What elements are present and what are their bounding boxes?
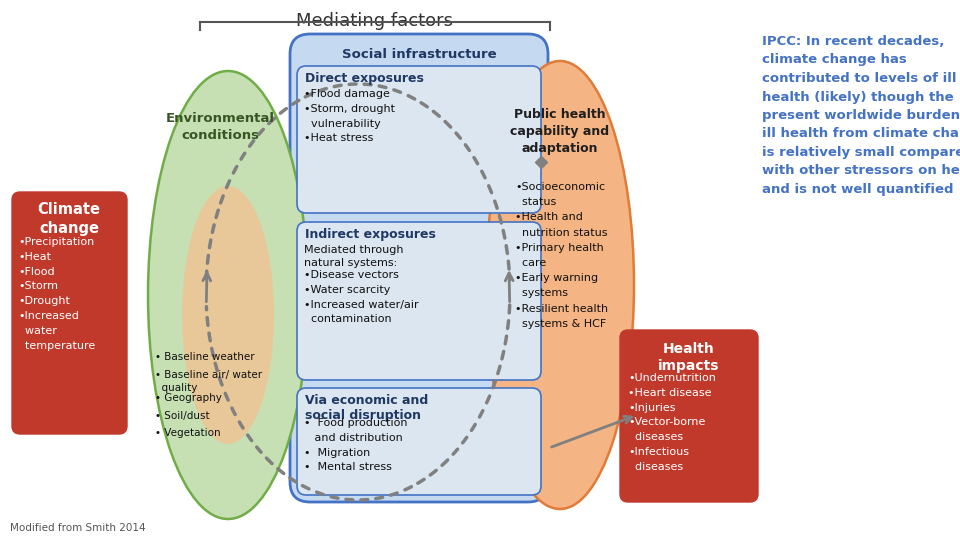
- Text: • Baseline air/ water
  quality: • Baseline air/ water quality: [155, 370, 262, 393]
- Text: Mediated through
natural systems:: Mediated through natural systems:: [304, 245, 403, 268]
- FancyBboxPatch shape: [290, 34, 548, 502]
- FancyBboxPatch shape: [620, 330, 758, 502]
- FancyBboxPatch shape: [297, 66, 541, 213]
- Text: • Soil/dust: • Soil/dust: [155, 411, 209, 421]
- Text: IPCC: In recent decades,
climate change has
contributed to levels of ill
health : IPCC: In recent decades, climate change …: [762, 35, 960, 196]
- Text: •Undernutrition
•Heart disease
•Injuries
•Vector-borne
  diseases
•Infectious
  : •Undernutrition •Heart disease •Injuries…: [628, 373, 716, 472]
- Text: Public health
capability and
adaptation: Public health capability and adaptation: [511, 108, 610, 155]
- Ellipse shape: [148, 71, 308, 519]
- FancyBboxPatch shape: [297, 222, 541, 380]
- Ellipse shape: [182, 186, 274, 444]
- FancyBboxPatch shape: [12, 192, 127, 434]
- Text: • Baseline weather: • Baseline weather: [155, 352, 254, 362]
- Text: •Socioeconomic
  status
•Health and
  nutrition status
•Primary health
  care
•E: •Socioeconomic status •Health and nutrit…: [515, 182, 608, 329]
- Text: •Disease vectors
•Water scarcity
•Increased water/air
  contamination: •Disease vectors •Water scarcity •Increa…: [304, 270, 419, 325]
- Text: Via economic and
social disruption: Via economic and social disruption: [305, 394, 428, 422]
- Text: • Vegetation: • Vegetation: [155, 428, 221, 438]
- Text: Climate
change: Climate change: [37, 202, 101, 235]
- Text: • Geography: • Geography: [155, 393, 222, 403]
- Text: Environmental
conditions: Environmental conditions: [165, 112, 275, 142]
- Text: Direct exposures: Direct exposures: [305, 72, 424, 85]
- FancyBboxPatch shape: [297, 388, 541, 495]
- Text: Mediating factors: Mediating factors: [297, 12, 453, 30]
- Text: Health
impacts: Health impacts: [659, 342, 720, 373]
- Text: Indirect exposures: Indirect exposures: [305, 228, 436, 241]
- Text: Modified from Smith 2014: Modified from Smith 2014: [10, 523, 146, 533]
- Text: •Precipitation
•Heat
•Flood
•Storm
•Drought
•Increased
  water
  temperature: •Precipitation •Heat •Flood •Storm •Drou…: [18, 237, 95, 350]
- Text: Social infrastructure: Social infrastructure: [342, 48, 496, 61]
- Text: •Flood damage
•Storm, drought
  vulnerability
•Heat stress: •Flood damage •Storm, drought vulnerabil…: [304, 89, 395, 144]
- Text: •  Food production
   and distribution
•  Migration
•  Mental stress: • Food production and distribution • Mig…: [304, 418, 407, 472]
- Ellipse shape: [486, 61, 634, 509]
